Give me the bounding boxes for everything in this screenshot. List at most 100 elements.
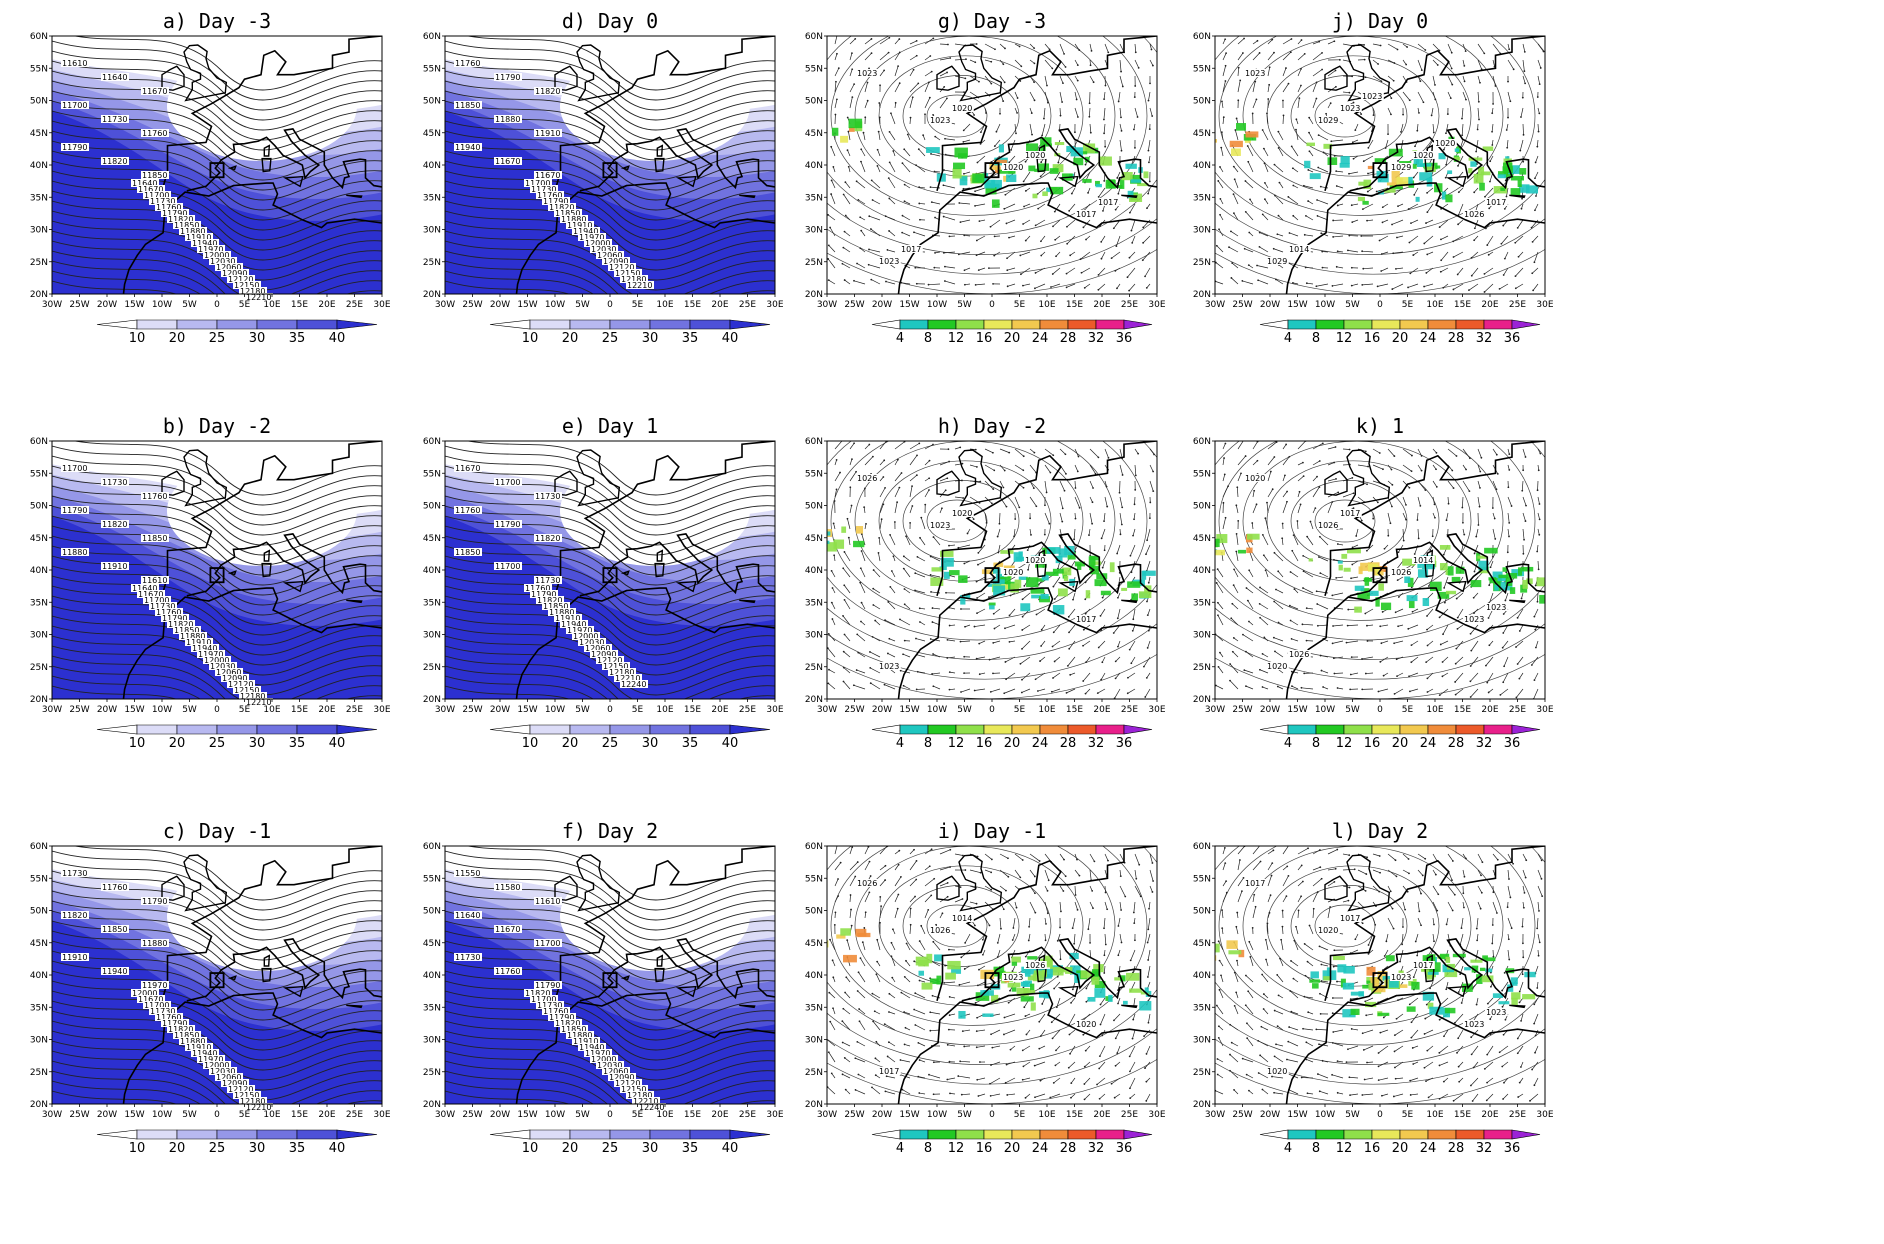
wind-vector (884, 1023, 896, 1031)
wind-vector-head (928, 477, 931, 480)
wind-vector (944, 981, 956, 984)
wind-vector (1517, 656, 1524, 665)
wind-vector (870, 667, 881, 674)
wind-vector-head (1055, 1006, 1058, 1009)
coastline (656, 144, 664, 157)
precip-cell (1105, 179, 1116, 189)
study-area-box (209, 567, 225, 584)
wind-vector-head (902, 653, 904, 656)
precip-cell (991, 199, 1000, 208)
wind-vector-head (976, 1016, 978, 1019)
wind-vector-head (1091, 522, 1094, 525)
wind-vector (832, 587, 836, 594)
colorbar-label: 16 (976, 331, 993, 346)
contour-label-bg (155, 608, 183, 616)
wind-vector (909, 908, 912, 919)
lat-tick-label: 20N (1193, 695, 1211, 705)
wind-vector (1215, 281, 1224, 285)
wind-vector (857, 634, 866, 642)
wind-vector (1297, 475, 1304, 482)
wind-vector-head (1372, 114, 1375, 116)
wind-vector-head (976, 161, 979, 164)
wind-vector-head (832, 976, 835, 979)
contour-label: 12180 (621, 275, 646, 284)
wind-vector (1378, 688, 1389, 692)
contour-label-bg (1463, 615, 1486, 623)
map-panel-a: a) Day -3 11610 11640 11670 11700 11730 11760 1… (30, 9, 502, 410)
lon-tick-label: 20W (97, 1110, 117, 1120)
lat-tick-label: 60N (1193, 32, 1211, 42)
wind-vector-head (1300, 686, 1303, 689)
wind-vector-head (1076, 470, 1079, 473)
wind-vector (1506, 123, 1509, 131)
wind-vector (1236, 533, 1239, 546)
wind-vector (964, 560, 971, 564)
wind-vector-head (1520, 116, 1522, 118)
contour-label: 11730 (455, 953, 480, 962)
wind-vector (1040, 640, 1046, 647)
wind-vector-head (1041, 134, 1044, 137)
wind-vector (930, 1011, 941, 1015)
wind-vector (1103, 965, 1106, 974)
coastline (961, 128, 1157, 192)
wind-vector-head (1099, 1003, 1102, 1006)
wind-vector (828, 633, 836, 642)
wind-vector (860, 149, 866, 157)
wind-vector-head (989, 690, 992, 693)
wind-vector-head (1022, 486, 1025, 489)
wind-vector (1149, 869, 1154, 882)
wind-vector (1486, 235, 1494, 246)
wind-vector-head (1455, 455, 1458, 457)
wind-vector-head (851, 458, 853, 461)
height-contour (52, 465, 382, 526)
wind-vector-head (1034, 287, 1036, 290)
contour-label-bg (1485, 603, 1508, 611)
wind-vector (1044, 869, 1050, 881)
wind-vector-head (1235, 504, 1238, 507)
wind-vector-head (1520, 207, 1523, 210)
wind-vector (1301, 687, 1314, 690)
wind-vector-head (1047, 879, 1050, 882)
wind-vector-head (901, 162, 904, 165)
wind-vector (1457, 155, 1464, 166)
contour-label-bg (596, 1061, 624, 1069)
wind-vector-head (868, 215, 871, 218)
wind-vector (1059, 480, 1065, 491)
wind-vector (1233, 584, 1239, 594)
wind-vector-head (1272, 247, 1275, 250)
wind-vector-head (1325, 112, 1327, 115)
coastline (620, 165, 630, 171)
precip-cell (1229, 140, 1243, 148)
colorbar-label: 32 (1088, 331, 1105, 346)
contour-label: 12090 (222, 674, 247, 683)
wind-vector (1066, 235, 1076, 245)
colorbar-swatch (983, 724, 1013, 735)
wind-vector (1113, 1013, 1121, 1021)
wind-vector-head (981, 938, 984, 941)
pressure-contour (827, 441, 1157, 660)
lat-tick-label: 20N (423, 290, 441, 300)
wind-vector (1264, 163, 1269, 173)
wind-vector (1069, 1045, 1076, 1054)
wind-vector-head (1362, 160, 1365, 163)
lat-tick-label: 30N (1193, 631, 1211, 641)
precip-cell (1441, 191, 1447, 200)
wind-vector-head (875, 1040, 878, 1043)
wind-vector (1070, 1093, 1076, 1098)
wind-vector-head (931, 607, 934, 609)
wind-vector (1085, 1045, 1091, 1051)
wind-vector (1308, 132, 1314, 141)
wind-vector-head (1531, 272, 1534, 275)
wind-vector-head (870, 179, 873, 182)
coastline (1324, 65, 1348, 91)
study-area-box (984, 567, 1000, 584)
contour-label: 1020 (1435, 139, 1455, 148)
wind-vector (827, 1086, 836, 1095)
wind-vector-head (1288, 455, 1291, 458)
wind-vector-head (1352, 507, 1355, 510)
wind-vector (1293, 534, 1299, 546)
wind-vector (833, 555, 836, 562)
wind-vector-head (1295, 118, 1298, 121)
wind-vector-head (860, 550, 863, 552)
wind-vector-head (1051, 273, 1054, 275)
